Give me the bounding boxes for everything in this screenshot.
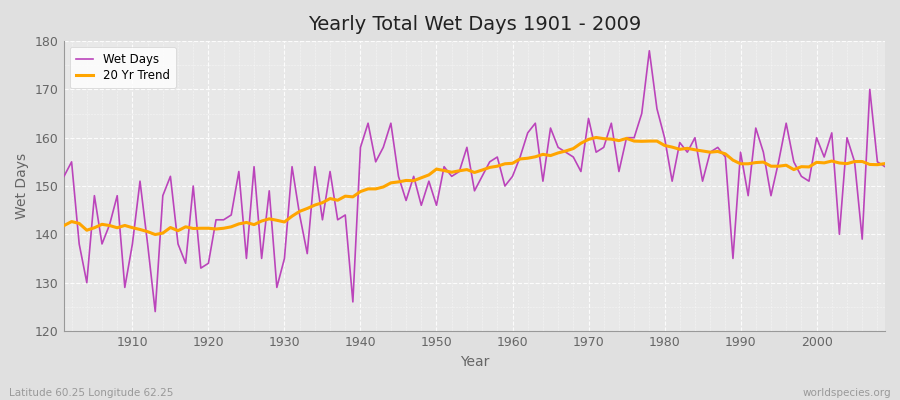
20 Yr Trend [294,209,305,214]
Wet Days [606,121,616,126]
20 Yr Trend [879,161,890,166]
Wet Days [507,174,517,179]
Legend: Wet Days, 20 Yr Trend: Wet Days, 20 Yr Trend [70,47,176,88]
20 Yr Trend [614,138,625,143]
20 Yr Trend [340,194,351,198]
Wet Days [120,285,130,290]
Text: Latitude 60.25 Longitude 62.25: Latitude 60.25 Longitude 62.25 [9,388,174,398]
Wet Days [515,155,526,160]
20 Yr Trend [58,223,69,228]
Wet Days [879,164,890,169]
Wet Days [58,174,69,179]
20 Yr Trend [120,223,130,228]
20 Yr Trend [590,135,601,140]
Wet Days [340,212,351,217]
Title: Yearly Total Wet Days 1901 - 2009: Yearly Total Wet Days 1901 - 2009 [308,15,641,34]
20 Yr Trend [149,232,160,237]
X-axis label: Year: Year [460,355,490,369]
Text: worldspecies.org: worldspecies.org [803,388,891,398]
20 Yr Trend [515,156,526,161]
Wet Days [149,309,160,314]
20 Yr Trend [507,161,517,166]
Line: Wet Days: Wet Days [64,51,885,312]
Y-axis label: Wet Days: Wet Days [15,153,29,219]
Wet Days [294,212,305,217]
Line: 20 Yr Trend: 20 Yr Trend [64,138,885,234]
Wet Days [644,48,654,53]
